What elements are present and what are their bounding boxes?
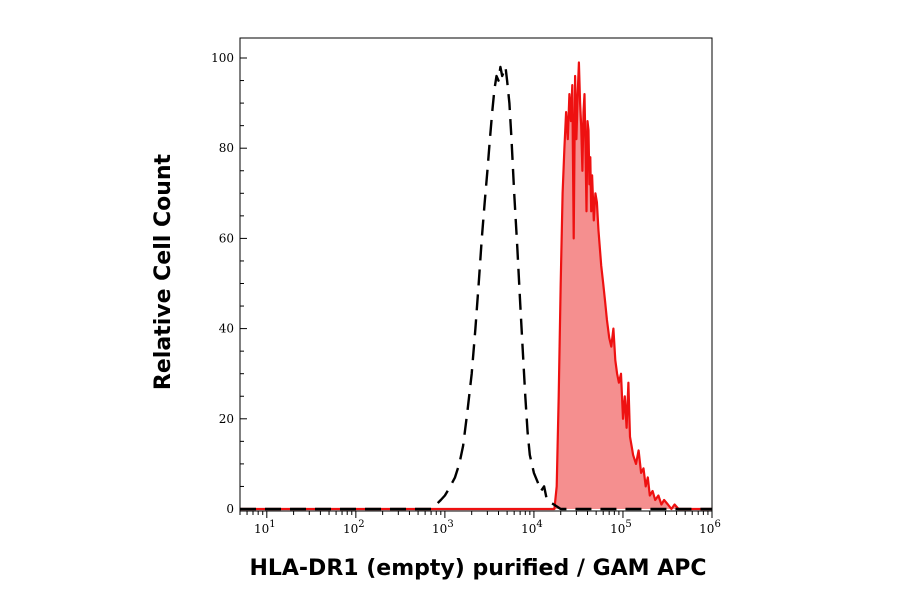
x-tick-label: 105 <box>610 519 632 536</box>
y-tick-label: 40 <box>219 322 234 336</box>
x-tick-label: 101 <box>254 519 276 536</box>
x-axis-title: HLA-DR1 (empty) purified / GAM APC <box>249 556 706 581</box>
y-axis-title: Relative Cell Count <box>151 153 176 390</box>
y-tick-label: 20 <box>219 412 234 426</box>
x-tick-label: 103 <box>432 519 454 536</box>
series-line-stained <box>240 61 712 511</box>
plot-frame <box>239 37 713 512</box>
series-fill-stained <box>240 62 712 509</box>
plot-area <box>240 61 712 511</box>
x-tick-label: 102 <box>343 519 365 536</box>
y-tick-label: 0 <box>226 502 234 516</box>
axes: 0 20 40 60 80 100 101 102 103 104 105 106 <box>211 37 721 536</box>
x-tick-label: 104 <box>521 519 543 536</box>
y-tick-label: 60 <box>219 231 234 245</box>
y-tick-label: 100 <box>211 51 234 65</box>
series-line-control <box>240 65 712 511</box>
x-tick-label: 106 <box>699 519 721 536</box>
y-tick-label: 80 <box>219 141 234 155</box>
